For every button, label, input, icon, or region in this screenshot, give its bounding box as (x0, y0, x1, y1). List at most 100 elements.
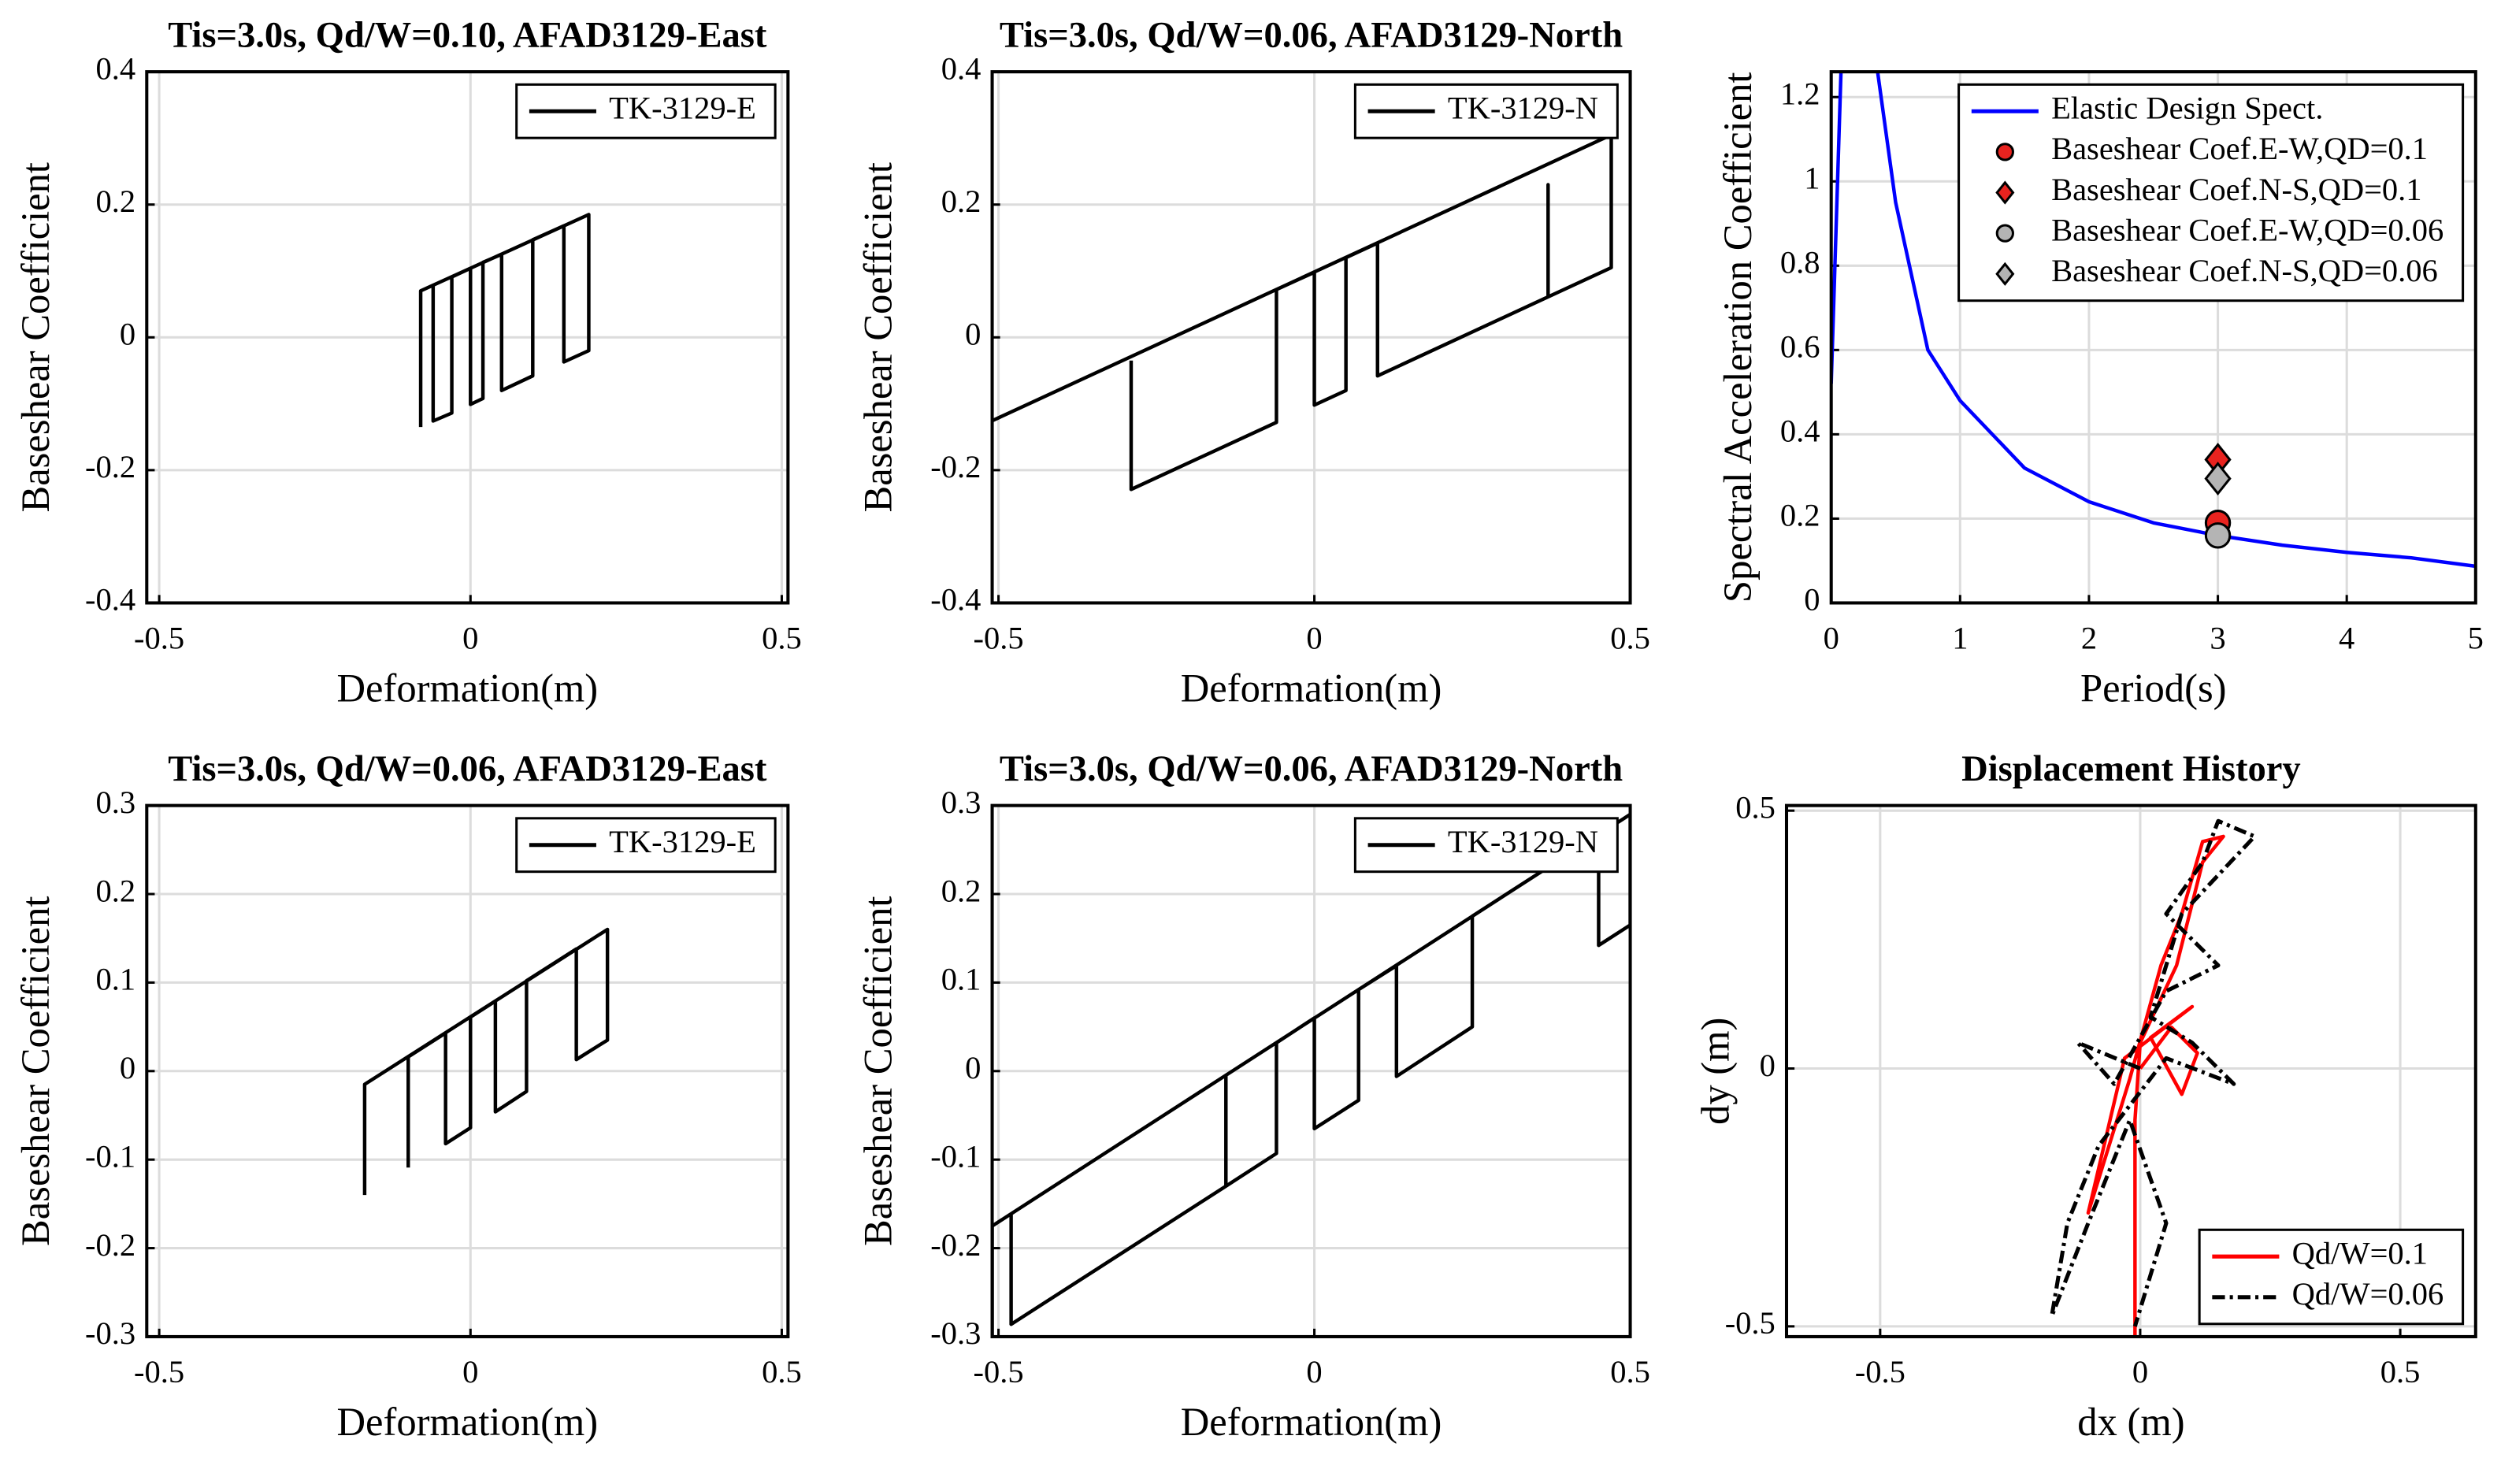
chart-title: Tis=3.0s, Qd/W=0.06, AFAD3129-North (1000, 749, 1623, 789)
y-tick-label: 0.2 (941, 873, 981, 908)
panel: 0 1 2 3 4 5 0 0.2 0.4 0.6 0.8 1 1.2 Period(s) Spectral… (1716, 70, 2484, 710)
y-tick-label: -0.1 (930, 1138, 981, 1174)
y-tick-label: 0 (965, 1050, 981, 1085)
marker (2204, 462, 2232, 495)
x-tick-label: 0 (1306, 620, 1322, 655)
plot-area (1831, 72, 2476, 569)
x-tick-label: 0 (1306, 1354, 1322, 1389)
series-line (362, 927, 610, 1196)
x-tick-label: 0.5 (762, 620, 802, 655)
x-tick-label: 0.5 (762, 1354, 802, 1389)
panel: -0.5 0 0.5 -0.5 0 0.5 Displacement History dx (… (1694, 749, 2477, 1444)
x-axis-label: Deformation(m) (1181, 666, 1442, 710)
y-axis-label: Baseshear Coefficient (855, 162, 900, 513)
series-line (418, 213, 591, 428)
y-tick-label: 0.8 (1780, 245, 1820, 280)
x-tick-label: -0.5 (1855, 1354, 1905, 1389)
plot-area (992, 132, 1613, 492)
axes-box (1829, 70, 2477, 605)
axes-box (990, 70, 1632, 605)
y-axis-label: Baseshear Coefficient (13, 896, 58, 1247)
x-tick-label: 0 (462, 620, 478, 655)
legend-label: TK-3129-E (609, 91, 756, 126)
y-tick-label: -0.4 (85, 582, 135, 618)
marker (1995, 224, 2014, 243)
y-tick-label: 0.1 (96, 962, 136, 997)
y-tick-label: 0.3 (941, 785, 981, 820)
y-tick-label: 0.3 (96, 785, 136, 820)
x-tick-label: 5 (2468, 620, 2484, 655)
chart-title: Displacement History (1961, 749, 2301, 789)
axes-box (1784, 803, 2477, 1338)
x-tick-label: 0.5 (1610, 1354, 1650, 1389)
legend: TK-3129-N (1353, 83, 1619, 139)
marker (1995, 180, 2015, 205)
axes-box (145, 803, 790, 1338)
plot-area (2050, 818, 2257, 1337)
legend-label: Baseshear Coef.N-S,QD=0.1 (2051, 172, 2422, 207)
axes-box (145, 70, 790, 605)
chart-title: Tis=3.0s, Qd/W=0.10, AFAD3129-East (168, 15, 767, 55)
marker (1995, 143, 2014, 161)
series-line (992, 132, 1613, 492)
legend-label: TK-3129-N (1448, 91, 1598, 126)
y-axis-label: Baseshear Coefficient (13, 162, 58, 513)
x-tick-label: -0.5 (134, 1354, 184, 1389)
legend: TK-3129-E (515, 817, 777, 874)
y-tick-label: 0.2 (96, 184, 136, 219)
y-tick-label: -0.3 (85, 1315, 135, 1351)
legend-label: Qd/W=0.06 (2292, 1276, 2444, 1311)
x-tick-label: 0 (462, 1354, 478, 1389)
x-axis-label: Period(s) (2080, 666, 2227, 710)
series-line (2086, 834, 2225, 1337)
panel: -0.5 0 0.5 -0.4 -0.2 0 0.2 0.4 Tis=3.0s, Qd/W=0.… (855, 15, 1649, 710)
plot-area (418, 213, 591, 428)
y-tick-label: 0.4 (941, 50, 981, 86)
x-tick-label: 1 (1952, 620, 1968, 655)
y-tick-label: 0 (120, 317, 135, 352)
series-line (1831, 72, 2476, 569)
x-tick-label: 0.5 (1610, 620, 1650, 655)
legend-label: Baseshear Coef.N-S,QD=0.06 (2051, 253, 2438, 288)
y-tick-label: 1.2 (1780, 76, 1820, 112)
x-axis-label: Deformation(m) (1181, 1400, 1442, 1444)
axes-box (990, 803, 1632, 1338)
x-tick-label: 2 (2081, 620, 2097, 655)
legend: TK-3129-E (515, 83, 777, 139)
x-tick-label: 3 (2210, 620, 2225, 655)
y-tick-label: 0 (965, 317, 981, 352)
y-tick-label: 0.1 (941, 962, 981, 997)
series-line (992, 812, 1631, 1337)
legend-box (1957, 83, 2465, 302)
x-tick-label: 4 (2339, 620, 2354, 655)
x-tick-label: -0.5 (974, 620, 1024, 655)
y-tick-label: -0.3 (930, 1315, 981, 1351)
series-line (2050, 818, 2257, 1327)
y-tick-label: 0.4 (96, 50, 136, 86)
panels: -0.5 0 0.5 -0.4 -0.2 0 0.2 0.4 Tis=3.0s, Qd/W=0.… (13, 15, 2484, 1444)
y-tick-label: -0.4 (930, 582, 981, 618)
y-tick-label: 0 (120, 1050, 135, 1085)
legend-box (2198, 1228, 2465, 1326)
x-axis-label: dx (m) (2077, 1400, 2184, 1444)
x-tick-label: 0.5 (2380, 1354, 2421, 1389)
panel: -0.5 0 0.5 -0.3 -0.2 -0.1 0 0.1 0.2 0.3 Tis=3.0s, … (13, 749, 802, 1444)
panel: -0.5 0 0.5 -0.3 -0.2 -0.1 0 0.1 0.2 0.3 Tis=3.0s, … (855, 749, 1649, 1444)
legend: TK-3129-N (1353, 817, 1619, 874)
legend: Qd/W=0.1 Qd/W=0.06 (2198, 1228, 2465, 1326)
panel: -0.5 0 0.5 -0.4 -0.2 0 0.2 0.4 Tis=3.0s, Qd/W=0.… (13, 15, 802, 710)
plot-area (992, 812, 1631, 1337)
plot-area (362, 927, 610, 1196)
y-axis-label: Spectral Acceleration Coefficient (1716, 72, 1760, 603)
y-tick-label: 0 (1804, 582, 1820, 618)
legend: Elastic Design Spect. Baseshear Coef.E-W,… (1957, 83, 2465, 302)
x-tick-label: 0 (2132, 1354, 2148, 1389)
y-tick-label: 0.2 (96, 873, 136, 908)
y-tick-label: -0.2 (85, 449, 135, 484)
y-tick-label: 0.6 (1780, 329, 1820, 365)
y-axis-label: dy (m) (1694, 1018, 1738, 1125)
y-tick-label: 0 (1760, 1048, 1776, 1083)
legend-label: Qd/W=0.1 (2292, 1235, 2428, 1271)
legend-label: TK-3129-E (609, 824, 756, 859)
